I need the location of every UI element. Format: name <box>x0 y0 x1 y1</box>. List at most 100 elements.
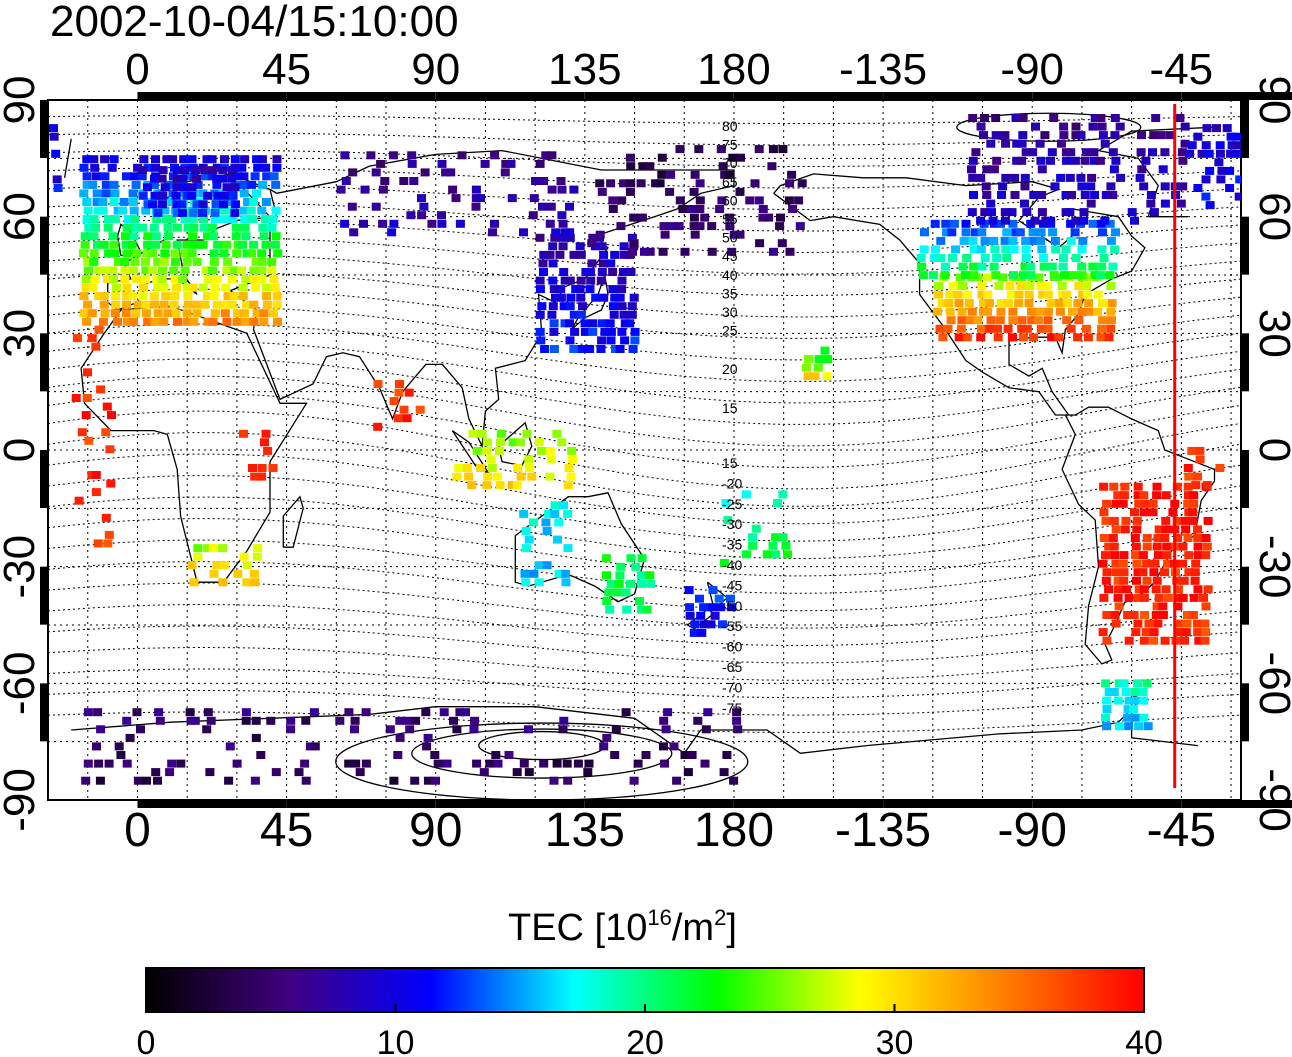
tec-point <box>629 239 639 248</box>
tec-point <box>335 716 345 725</box>
tec-point <box>537 446 546 455</box>
tec-point <box>454 464 464 472</box>
tec-point <box>1008 219 1018 228</box>
tec-point <box>742 550 751 559</box>
tec-point <box>83 368 92 377</box>
tec-point <box>394 388 404 397</box>
tec-point <box>112 283 121 292</box>
tec-point <box>545 446 555 455</box>
tec-point <box>176 759 186 768</box>
tec-point <box>258 180 267 189</box>
tec-point <box>270 240 280 249</box>
top-axis-bar <box>883 92 1033 100</box>
tec-point <box>629 213 639 222</box>
tec-point <box>1074 282 1084 290</box>
tec-point <box>483 472 493 481</box>
tec-point <box>161 292 171 301</box>
tec-point <box>1193 585 1203 594</box>
tec-point <box>1101 551 1110 560</box>
tec-point <box>200 166 210 175</box>
tec-point <box>1082 290 1092 299</box>
tec-point <box>1113 585 1123 594</box>
tec-point <box>568 455 577 464</box>
tec-point <box>452 725 462 734</box>
tec-point <box>986 316 996 325</box>
tec-point <box>610 293 620 302</box>
tec-point <box>393 414 403 423</box>
tec-point <box>491 751 501 759</box>
tec-point <box>917 262 927 271</box>
tec-point <box>257 464 267 472</box>
tec-point <box>243 198 253 206</box>
tec-point <box>545 472 555 481</box>
tec-point <box>1191 481 1201 490</box>
tec-point <box>1097 245 1107 254</box>
tec-point <box>1202 542 1212 551</box>
tec-point <box>187 183 197 192</box>
tec-point <box>599 250 609 259</box>
tec-point <box>573 759 583 768</box>
tec-point <box>83 708 93 717</box>
tec-point <box>1043 307 1053 316</box>
tec-point <box>616 222 626 231</box>
tec-point <box>995 316 1005 325</box>
tec-point <box>565 302 575 311</box>
tec-point <box>1154 551 1163 560</box>
tec-point <box>1089 148 1099 157</box>
tec-point <box>141 206 151 215</box>
tec-point <box>267 257 277 266</box>
tec-point <box>1111 228 1120 237</box>
tec-point <box>580 319 590 328</box>
tec-point <box>192 200 202 209</box>
tec-point <box>359 219 368 228</box>
tec-point <box>1152 602 1162 611</box>
tec-point <box>149 223 159 232</box>
tec-point <box>703 708 713 717</box>
tec-point <box>694 145 704 154</box>
tec-point <box>758 205 768 213</box>
tec-point <box>1195 455 1205 464</box>
left-axis-bar <box>40 216 48 275</box>
tec-point <box>710 611 720 620</box>
lon-label-top: -135 <box>839 45 927 94</box>
tec-point <box>686 205 696 213</box>
tec-point <box>1027 316 1037 325</box>
tec-point <box>776 213 785 222</box>
tec-point <box>685 611 695 620</box>
tec-point <box>1109 688 1119 696</box>
tec-point <box>1062 316 1072 325</box>
tec-point <box>171 191 181 200</box>
tec-point <box>1036 236 1046 245</box>
tec-point <box>136 725 145 734</box>
tec-point <box>90 275 100 283</box>
tec-point <box>934 282 943 290</box>
tec-point <box>604 588 614 597</box>
tec-point <box>981 182 991 191</box>
tec-point <box>549 776 559 785</box>
bottom-axis-bar <box>883 800 1033 808</box>
tec-point <box>755 239 765 248</box>
tec-point <box>1017 156 1027 165</box>
tec-point <box>1137 131 1146 140</box>
tec-point <box>241 275 251 283</box>
tec-point <box>735 187 745 196</box>
tec-point <box>1172 482 1182 491</box>
tec-point <box>822 372 832 381</box>
tec-point <box>695 205 705 213</box>
tec-point <box>262 172 272 181</box>
tec-point <box>1079 216 1089 225</box>
colorbar-ticks: 0 10 20 30 40 <box>137 1004 1163 1057</box>
tec-point <box>1105 219 1115 228</box>
tec-point <box>764 213 774 222</box>
tec-point <box>1201 141 1211 150</box>
tec-point <box>257 206 267 215</box>
tec-point <box>128 189 138 198</box>
tec-point <box>504 751 514 759</box>
tec-point <box>954 333 964 342</box>
tec-point <box>202 155 212 164</box>
tec-point <box>729 230 739 239</box>
tec-point <box>1095 156 1105 165</box>
tec-point <box>539 177 549 185</box>
tec-point <box>965 316 975 325</box>
tec-point <box>971 148 981 157</box>
